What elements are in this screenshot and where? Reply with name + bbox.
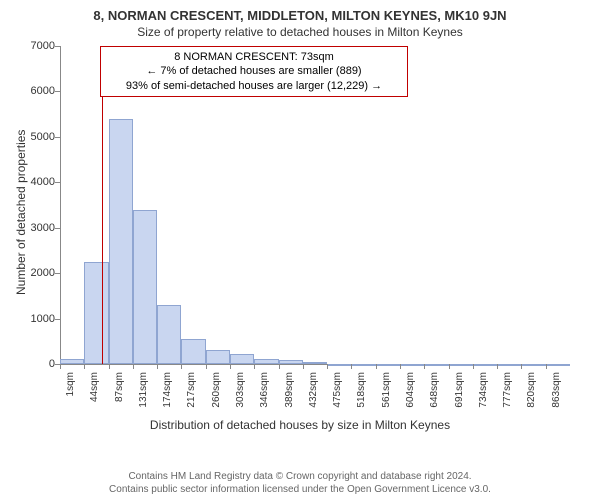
x-tick-label: 1sqm bbox=[65, 372, 76, 417]
x-tick-label: 303sqm bbox=[235, 372, 246, 417]
x-tick-mark bbox=[279, 364, 280, 369]
y-tick-label: 1000 bbox=[15, 313, 55, 325]
histogram-bar bbox=[109, 119, 133, 364]
footer-line-1: Contains HM Land Registry data © Crown c… bbox=[0, 470, 600, 483]
x-tick-label: 432sqm bbox=[308, 372, 319, 417]
y-tick-label: 7000 bbox=[15, 40, 55, 52]
histogram-bar bbox=[230, 354, 254, 364]
x-tick-label: 346sqm bbox=[259, 372, 270, 417]
y-tick-mark bbox=[55, 228, 60, 229]
x-tick-label: 44sqm bbox=[89, 372, 100, 417]
x-tick-mark bbox=[424, 364, 425, 369]
x-tick-mark bbox=[449, 364, 450, 369]
x-tick-mark bbox=[84, 364, 85, 369]
histogram-bar bbox=[449, 364, 473, 366]
histogram-bar bbox=[157, 305, 181, 364]
x-tick-mark bbox=[133, 364, 134, 369]
x-tick-mark bbox=[546, 364, 547, 369]
x-tick-mark bbox=[157, 364, 158, 369]
chart-container: { "titles": { "main": "8, NORMAN CRESCEN… bbox=[0, 0, 600, 500]
footer-attribution: Contains HM Land Registry data © Crown c… bbox=[0, 470, 600, 496]
x-tick-mark bbox=[230, 364, 231, 369]
info-line-1: 8 NORMAN CRESCENT: 73sqm bbox=[109, 50, 399, 64]
x-tick-mark bbox=[181, 364, 182, 369]
x-tick-mark bbox=[351, 364, 352, 369]
histogram-bar bbox=[473, 364, 497, 366]
histogram-bar bbox=[327, 364, 351, 366]
histogram-bar bbox=[497, 364, 521, 366]
x-tick-label: 131sqm bbox=[138, 372, 149, 417]
footer-line-2: Contains public sector information licen… bbox=[0, 483, 600, 496]
histogram-bar bbox=[303, 362, 327, 364]
x-tick-mark bbox=[60, 364, 61, 369]
y-tick-mark bbox=[55, 319, 60, 320]
histogram-bar bbox=[60, 359, 84, 364]
y-axis-line bbox=[60, 46, 61, 364]
x-tick-mark bbox=[521, 364, 522, 369]
y-tick-label: 0 bbox=[15, 358, 55, 370]
histogram-bar bbox=[133, 210, 157, 364]
histogram-bar bbox=[206, 350, 230, 364]
x-tick-mark bbox=[254, 364, 255, 369]
info-line-2: ← 7% of detached houses are smaller (889… bbox=[109, 64, 399, 78]
y-tick-mark bbox=[55, 137, 60, 138]
y-tick-label: 6000 bbox=[15, 85, 55, 97]
x-tick-mark bbox=[376, 364, 377, 369]
x-tick-label: 518sqm bbox=[356, 372, 367, 417]
chart-title-sub: Size of property relative to detached ho… bbox=[0, 23, 600, 39]
x-tick-label: 174sqm bbox=[162, 372, 173, 417]
x-tick-mark bbox=[497, 364, 498, 369]
histogram-bar bbox=[546, 364, 570, 366]
histogram-bar bbox=[254, 359, 278, 364]
x-tick-mark bbox=[473, 364, 474, 369]
histogram-bar bbox=[84, 262, 108, 364]
y-tick-mark bbox=[55, 46, 60, 47]
histogram-bar bbox=[181, 339, 205, 364]
y-axis-label: Number of detached properties bbox=[14, 130, 28, 295]
histogram-bar bbox=[424, 364, 448, 366]
y-tick-mark bbox=[55, 182, 60, 183]
y-tick-mark bbox=[55, 91, 60, 92]
y-tick-mark bbox=[55, 273, 60, 274]
x-tick-label: 217sqm bbox=[186, 372, 197, 417]
histogram-bar bbox=[351, 364, 375, 366]
x-tick-label: 863sqm bbox=[551, 372, 562, 417]
x-tick-label: 734sqm bbox=[478, 372, 489, 417]
x-tick-label: 604sqm bbox=[405, 372, 416, 417]
x-tick-mark bbox=[109, 364, 110, 369]
x-tick-label: 561sqm bbox=[381, 372, 392, 417]
histogram-bar bbox=[279, 360, 303, 364]
info-box: 8 NORMAN CRESCENT: 73sqm ← 7% of detache… bbox=[100, 46, 408, 97]
x-tick-label: 691sqm bbox=[454, 372, 465, 417]
x-tick-label: 648sqm bbox=[429, 372, 440, 417]
x-tick-label: 475sqm bbox=[332, 372, 343, 417]
x-tick-label: 87sqm bbox=[114, 372, 125, 417]
x-axis-label: Distribution of detached houses by size … bbox=[0, 418, 600, 432]
x-tick-mark bbox=[303, 364, 304, 369]
x-tick-label: 260sqm bbox=[211, 372, 222, 417]
x-tick-mark bbox=[327, 364, 328, 369]
x-tick-label: 820sqm bbox=[526, 372, 537, 417]
histogram-bar bbox=[521, 364, 545, 366]
histogram-bar bbox=[400, 364, 424, 366]
info-line-3: 93% of semi-detached houses are larger (… bbox=[109, 79, 399, 93]
x-tick-label: 777sqm bbox=[502, 372, 513, 417]
histogram-bar bbox=[376, 364, 400, 366]
x-tick-label: 389sqm bbox=[284, 372, 295, 417]
x-tick-mark bbox=[400, 364, 401, 369]
chart-title-main: 8, NORMAN CRESCENT, MIDDLETON, MILTON KE… bbox=[0, 0, 600, 23]
x-tick-mark bbox=[206, 364, 207, 369]
